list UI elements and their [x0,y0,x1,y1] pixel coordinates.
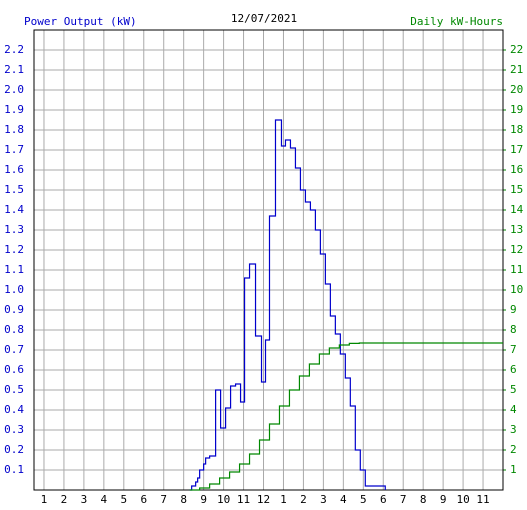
y2-tick-label: 4 [510,403,517,416]
x-tick-label: 10 [217,493,230,506]
x-tick-label: 8 [180,493,187,506]
x-tick-label: 6 [380,493,387,506]
y2-tick-label: 14 [510,203,524,216]
x-tick-label: 12 [257,493,270,506]
y2-tick-label: 11 [510,263,523,276]
x-tick-label: 2 [61,493,68,506]
y-tick-label: 0.9 [4,303,24,316]
x-tick-label: 11 [237,493,250,506]
chart-title: 12/07/2021 [231,12,297,25]
y-tick-label: 1.5 [4,183,24,196]
y-tick-label: 1.4 [4,203,24,216]
y-tick-label: 1.8 [4,123,24,136]
y-tick-label: 0.7 [4,343,24,356]
series-line [189,119,386,491]
y-tick-label: 2.1 [4,63,24,76]
y-tick-label: 0.5 [4,383,24,396]
y-tick-label: 0.4 [4,403,24,416]
x-tick-label: 7 [160,493,167,506]
x-tick-label: 8 [420,493,427,506]
y2-tick-label: 15 [510,183,523,196]
x-tick-label: 6 [140,493,147,506]
y2-tick-label: 3 [510,423,517,436]
y-tick-label: 1.1 [4,263,24,276]
y-tick-label: 1.3 [4,223,24,236]
x-tick-label: 7 [400,493,407,506]
y2-tick-label: 13 [510,223,523,236]
y2-tick-label: 19 [510,103,523,116]
y2-tick-label: 9 [510,303,517,316]
y2-tick-label: 5 [510,383,517,396]
x-tick-label: 5 [360,493,367,506]
x-tick-label: 5 [120,493,127,506]
y-tick-label: 2.2 [4,43,24,56]
y-tick-label: 2.0 [4,83,24,96]
y2-tick-label: 7 [510,343,517,356]
y2-tick-label: 8 [510,323,517,336]
y-tick-label: 0.3 [4,423,24,436]
y2-tick-label: 22 [510,43,523,56]
y2-tick-label: 6 [510,363,517,376]
series-line [189,342,503,491]
y2-tick-label: 18 [510,123,523,136]
y-tick-label: 1.7 [4,143,24,156]
x-tick-label: 9 [440,493,447,506]
y2-tick-label: 10 [510,283,523,296]
x-tick-label: 2 [300,493,307,506]
x-tick-label: 4 [340,493,347,506]
y2-tick-label: 12 [510,243,523,256]
y2-tick-label: 21 [510,63,523,76]
y-tick-label: 1.0 [4,283,24,296]
y-tick-label: 0.8 [4,323,24,336]
x-tick-label: 3 [320,493,327,506]
y2-tick-label: 17 [510,143,523,156]
y-tick-label: 0.6 [4,363,24,376]
y-tick-label: 0.2 [4,443,24,456]
x-tick-label: 1 [280,493,287,506]
x-tick-label: 11 [476,493,489,506]
x-tick-label: 4 [101,493,108,506]
x-tick-label: 10 [456,493,469,506]
y-tick-label: 1.9 [4,103,24,116]
y-tick-label: 1.2 [4,243,24,256]
y2-tick-label: 2 [510,443,517,456]
x-tick-label: 3 [81,493,88,506]
y-axis-label: Power Output (kW) [24,15,137,28]
y2-tick-label: 1 [510,463,517,476]
x-tick-label: 1 [41,493,48,506]
y2-tick-label: 20 [510,83,523,96]
y2-tick-label: 16 [510,163,523,176]
x-tick-label: 9 [200,493,207,506]
y2-axis-label: Daily kW-Hours [410,15,503,28]
plot-border [33,29,504,491]
y-tick-label: 0.1 [4,463,24,476]
y-tick-label: 1.6 [4,163,24,176]
